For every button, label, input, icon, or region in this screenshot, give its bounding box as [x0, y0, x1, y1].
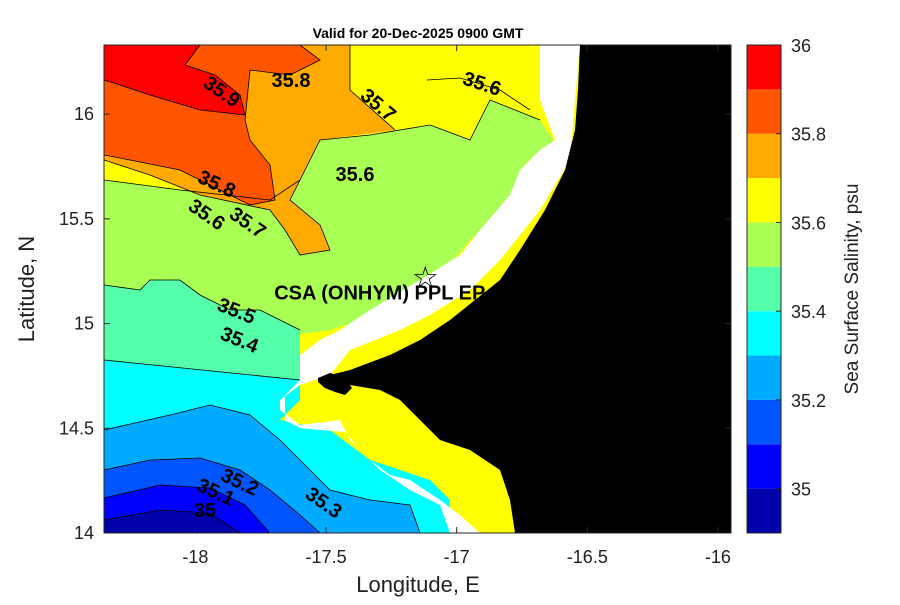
plot-border — [103, 44, 732, 534]
colorbar-segment — [747, 178, 781, 223]
colorbar-tick-label: 35 — [791, 480, 811, 500]
plot-area — [104, 45, 731, 533]
marker-label: CSA (ONHYM) PPL EP — [274, 282, 485, 304]
colorbar-segment — [747, 133, 781, 179]
y-tick-label: 16 — [74, 104, 94, 124]
colorbar-label: Sea Surface Salinity, psu — [842, 184, 863, 395]
colorbar-segment — [747, 399, 781, 445]
marker: ☆ CSA (ONHYM) PPL EP — [274, 261, 485, 304]
y-axis-label: Latitude, N — [14, 236, 39, 342]
land-mass — [330, 45, 731, 533]
colorbar-tick-label: 35.2 — [791, 391, 826, 411]
colorbar-segment — [747, 45, 781, 90]
level-35-9-36-0-fill — [104, 45, 245, 115]
x-tick-label: -16.5 — [567, 547, 608, 567]
x-tick-label: -16 — [705, 547, 731, 567]
colorbar-border — [746, 44, 782, 534]
no-data-coastal-band — [280, 45, 580, 533]
y-tick-label: 14 — [74, 523, 94, 543]
colorbar-segment — [747, 266, 781, 312]
colorbar-segment — [747, 488, 781, 533]
x-tick-label: -17 — [444, 547, 470, 567]
colorbar-tick-label: 35.4 — [791, 302, 826, 322]
contour-label-35-8-a: 35.8 — [272, 70, 311, 92]
colorbar-segment — [747, 89, 781, 134]
colorbar-tick-label: 35.6 — [791, 213, 826, 233]
contour-label-35-0: 35 — [194, 500, 216, 522]
level-35-5-35-6-fill — [104, 100, 560, 340]
chart-title: Valid for 20-Dec-2025 0900 GMT — [313, 25, 524, 41]
x-tick-label: -18 — [182, 547, 208, 567]
colorbar-tick-label: 36 — [791, 36, 811, 56]
colorbar-tick-label: 35.8 — [791, 125, 826, 145]
level-34-9-35-0-fill — [104, 510, 240, 533]
y-tick-label: 14.5 — [59, 418, 94, 438]
x-axis-label: Longitude, E — [356, 572, 480, 597]
colorbar-segment — [747, 311, 781, 356]
colorbar-segment — [747, 355, 781, 400]
colorbar: 35 35.2 35.4 35.6 35.8 36 — [746, 36, 826, 534]
colorbar-segment — [747, 444, 781, 489]
y-tick-label: 15 — [74, 314, 94, 334]
y-tick-label: 15.5 — [59, 209, 94, 229]
cape-verde-peninsula — [318, 373, 352, 395]
contour-lines — [104, 45, 541, 533]
colorbar-segment — [747, 222, 781, 267]
x-tick-label: -17.5 — [306, 547, 347, 567]
level-35-4-35-5-fill — [104, 280, 300, 380]
star-icon: ☆ — [412, 261, 439, 294]
contour-label-35-6-b: 35.6 — [336, 164, 375, 186]
y-axis: 14 14.5 15 15.5 16 — [59, 104, 731, 543]
x-axis: -18 -17.5 -17 -16.5 -16 — [182, 45, 731, 567]
